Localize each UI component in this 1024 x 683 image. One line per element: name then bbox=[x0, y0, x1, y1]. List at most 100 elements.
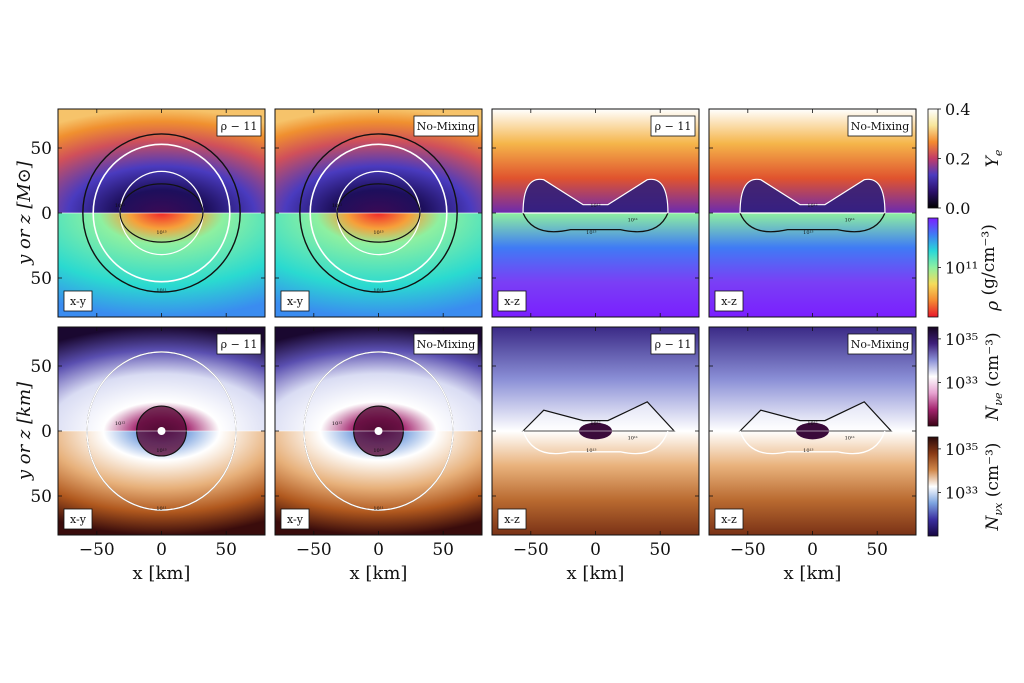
colorbar-tick-label: 0.2 bbox=[945, 150, 970, 169]
model-label: ρ − 11 bbox=[216, 115, 262, 137]
colorbar-tick-label: 0.4 bbox=[945, 100, 970, 119]
contour-label: 10¹¹ bbox=[845, 217, 855, 223]
panel-1-1: 10¹² 10¹³ 10¹¹ No-Mixing x-y bbox=[274, 326, 483, 536]
plane-label: x-z bbox=[497, 290, 527, 312]
colorbar-tick-label: 10³³ bbox=[945, 373, 978, 392]
contour-label: 10¹¹ bbox=[628, 435, 638, 441]
contour-label: 10¹³ bbox=[373, 448, 383, 454]
contour-label: 10¹¹ bbox=[845, 435, 855, 441]
model-label-text: No-Mixing bbox=[417, 120, 476, 133]
y-tick-label: 50 bbox=[30, 269, 52, 289]
x-tick-label: 50 bbox=[649, 540, 671, 560]
contour-label: 10¹¹ bbox=[156, 288, 166, 294]
plane-label-text: x-y bbox=[287, 513, 304, 526]
x-axis-label: x [km] bbox=[133, 563, 191, 584]
contour-label: 10¹² bbox=[115, 421, 125, 427]
contour-label: 10¹¹ bbox=[373, 506, 383, 512]
model-label: ρ − 11 bbox=[650, 115, 696, 137]
colorbar-tick-label: 10³⁵ bbox=[945, 440, 978, 459]
plane-label-text: x-y bbox=[70, 295, 87, 308]
plane-label-text: x-z bbox=[721, 513, 737, 526]
x-tick-label: −50 bbox=[296, 540, 332, 560]
colorbar-nue: 10³⁵ 10³³ Nνe (cm⁻³) bbox=[927, 326, 1005, 427]
contour-label: 10¹² bbox=[115, 203, 125, 209]
x-axis-label: x [km] bbox=[350, 563, 408, 584]
x-tick-label: −50 bbox=[730, 540, 766, 560]
plane-label: x-y bbox=[63, 508, 93, 530]
model-label-text: ρ − 11 bbox=[221, 120, 258, 133]
x-axis-label: x [km] bbox=[567, 563, 625, 584]
model-label: ρ − 11 bbox=[650, 333, 696, 355]
tick-labels: 50 0 50 50 0 50 −50 0 50 −50 0 50 −50 0 50 −50 0 50 bbox=[30, 139, 888, 560]
contour-label: 10¹³ bbox=[156, 448, 166, 454]
model-label-text: ρ − 11 bbox=[655, 338, 692, 351]
panel-1-0: 10¹² 10¹³ 10¹¹ ρ − 11 x-y bbox=[57, 326, 266, 536]
contour-label: 10¹³ bbox=[586, 230, 596, 236]
colorbar-title: Nνx (cm⁻³) bbox=[983, 443, 1005, 532]
contour-label: 10¹² bbox=[807, 421, 817, 427]
model-label: ρ − 11 bbox=[216, 333, 262, 355]
panel-1-3: 10¹² 10¹³ 10¹¹ No-Mixing x-z bbox=[708, 326, 917, 536]
plane-label-text: x-y bbox=[287, 295, 304, 308]
model-label: No-Mixing bbox=[413, 115, 479, 137]
panel-0-2: 10¹² 10¹³ 10¹¹ ρ − 11 x-z bbox=[491, 108, 700, 318]
x-tick-label: 50 bbox=[432, 540, 454, 560]
y-tick-label: 0 bbox=[41, 422, 52, 442]
contour-label: 10¹¹ bbox=[628, 217, 638, 223]
y-axis-label: y or z [km] bbox=[14, 381, 35, 481]
x-tick-label: −50 bbox=[513, 540, 549, 560]
y-axis-label: y or z [M⊙] bbox=[14, 160, 35, 266]
plane-label: x-z bbox=[497, 508, 527, 530]
panel-1-2: 10¹² 10¹³ 10¹¹ ρ − 11 x-z bbox=[491, 326, 700, 536]
contour-label: 10¹¹ bbox=[373, 288, 383, 294]
panel-grid: 10¹² 10¹³ 10¹¹ ρ − 11 x-y 10¹² 10¹³ 10¹¹ No-Mixi… bbox=[57, 108, 917, 536]
panel-0-1: 10¹² 10¹³ 10¹¹ No-Mixing x-y bbox=[274, 108, 483, 318]
colorbar-ye: 0.4 0.2 0.0 Ye bbox=[927, 100, 1005, 218]
model-label-text: No-Mixing bbox=[851, 120, 910, 133]
plane-label-text: x-z bbox=[504, 513, 520, 526]
y-tick-label: 0 bbox=[41, 204, 52, 224]
plane-label: x-z bbox=[714, 508, 744, 530]
x-tick-label: 50 bbox=[866, 540, 888, 560]
plane-label: x-y bbox=[280, 508, 310, 530]
model-label: No-Mixing bbox=[847, 333, 913, 355]
y-tick-label: 50 bbox=[30, 487, 52, 507]
model-label-text: No-Mixing bbox=[851, 338, 910, 351]
plane-label-text: x-z bbox=[504, 295, 520, 308]
colorbar-tick-label: 10¹¹ bbox=[945, 259, 978, 278]
colorbar-tick-label: 10³³ bbox=[945, 483, 978, 502]
contour-label: 10¹³ bbox=[803, 230, 813, 236]
plane-label: x-y bbox=[63, 290, 93, 312]
colorbar-title: Nνe (cm⁻³) bbox=[983, 332, 1005, 421]
model-label-text: No-Mixing bbox=[417, 338, 476, 351]
colorbar-nux: 10³⁵ 10³³ Nνx (cm⁻³) bbox=[927, 436, 1005, 537]
contour-label: 10¹² bbox=[590, 421, 600, 427]
contour-label: 10¹² bbox=[590, 203, 600, 209]
axis-labels: x [km] x [km] x [km] x [km] y or z [M⊙] y or … bbox=[14, 160, 841, 584]
colorbar-title: Ye bbox=[983, 149, 1005, 167]
plane-label-text: x-z bbox=[721, 295, 737, 308]
colorbar-title: ρ (g/cm⁻³) bbox=[979, 224, 1003, 312]
y-tick-label: 50 bbox=[30, 139, 52, 159]
x-tick-label: 0 bbox=[156, 540, 167, 560]
x-tick-label: 0 bbox=[590, 540, 601, 560]
colorbar-tick-label: 10³⁵ bbox=[945, 330, 978, 349]
model-label: No-Mixing bbox=[413, 333, 479, 355]
plane-label: x-z bbox=[714, 290, 744, 312]
model-label: No-Mixing bbox=[847, 115, 913, 137]
model-label-text: ρ − 11 bbox=[221, 338, 258, 351]
x-tick-label: 50 bbox=[215, 540, 237, 560]
x-tick-label: 0 bbox=[373, 540, 384, 560]
contour-label: 10¹³ bbox=[586, 448, 596, 454]
x-tick-label: 0 bbox=[807, 540, 818, 560]
contour-label: 10¹² bbox=[807, 203, 817, 209]
contour-label: 10¹³ bbox=[803, 448, 813, 454]
contour-label: 10¹² bbox=[332, 203, 342, 209]
plane-label-text: x-y bbox=[70, 513, 87, 526]
contour-label: 10¹³ bbox=[156, 230, 166, 236]
x-axis-label: x [km] bbox=[784, 563, 842, 584]
contour-label: 10¹³ bbox=[373, 230, 383, 236]
model-label-text: ρ − 11 bbox=[655, 120, 692, 133]
